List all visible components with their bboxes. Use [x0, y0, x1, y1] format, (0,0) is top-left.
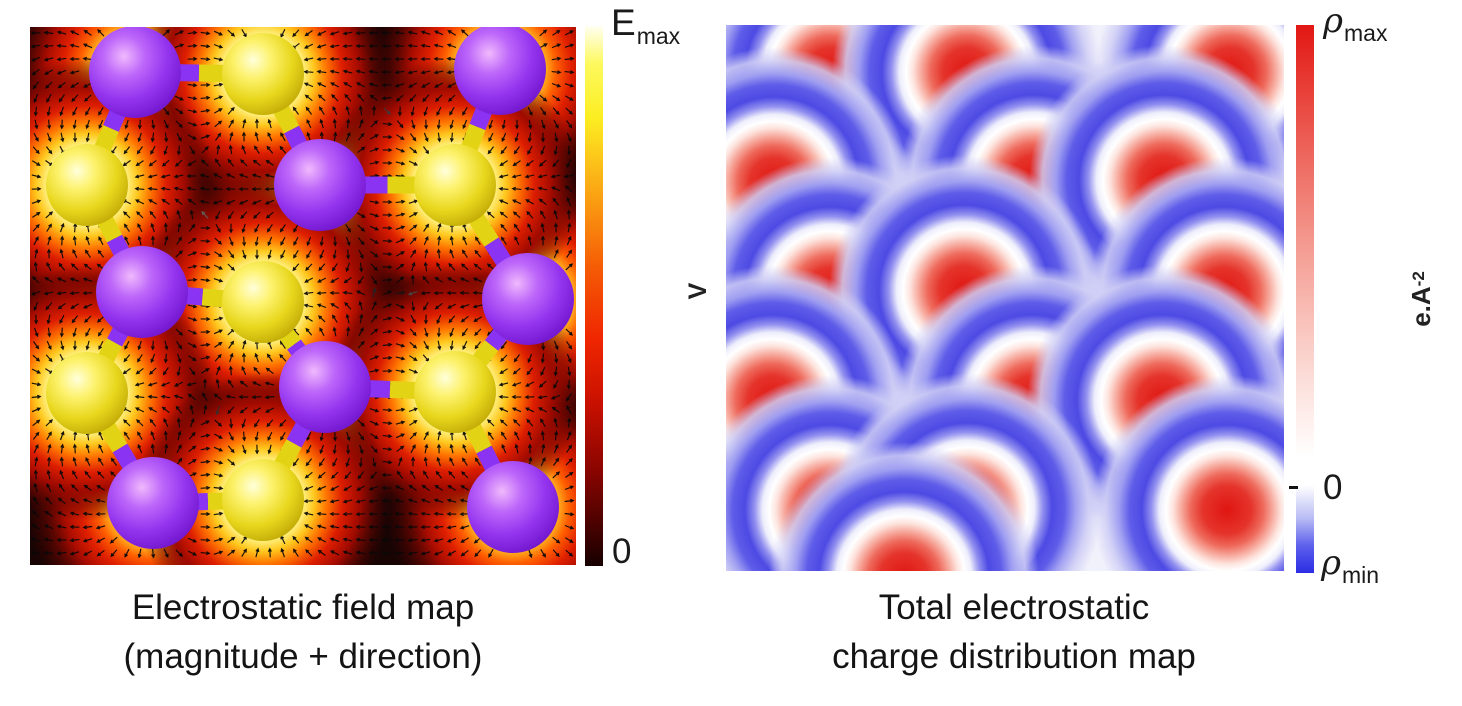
charge-colorbar-zero-label: 0: [1323, 468, 1343, 507]
units-exponent: -2: [1409, 271, 1428, 287]
emax-symbol: E: [611, 2, 636, 43]
charge-colorbar-zero-tick: [1289, 486, 1298, 489]
field-map-caption-line1: Electrostatic field map: [131, 588, 475, 627]
charge-colorbar-units: e.A -2: [1404, 236, 1438, 362]
field-map-caption: Electrostatic field map (magnitude + dir…: [30, 583, 576, 681]
charge-map-image: [726, 25, 1284, 571]
charge-colorbar-max-label: ρmax: [1323, 1, 1387, 46]
rho-max-symbol: ρ: [1323, 1, 1343, 41]
rho-max-subscript: max: [1344, 20, 1388, 46]
charge-map-caption-line2: charge distribution map: [832, 637, 1196, 676]
field-map-caption-line2: (magnitude + direction): [123, 637, 483, 676]
field-colorbar: [585, 26, 603, 566]
charge-map-caption-line1: Total electrostatic: [878, 588, 1150, 627]
field-colorbar-min-label: 0: [612, 532, 632, 571]
emax-subscript: max: [636, 23, 681, 49]
charge-colorbar-min-label: ρmin: [1321, 543, 1379, 588]
field-map-image: [30, 27, 576, 565]
charge-map-caption: Total electrostatic charge distribution …: [744, 583, 1284, 681]
charge-map-ylabel: V: [683, 282, 712, 300]
rho-min-symbol: ρ: [1321, 543, 1341, 583]
units-main: e.A: [1405, 286, 1436, 327]
rho-min-subscript: min: [1342, 562, 1380, 588]
charge-colorbar: [1296, 25, 1314, 573]
field-colorbar-max-label: Emax: [611, 2, 680, 49]
